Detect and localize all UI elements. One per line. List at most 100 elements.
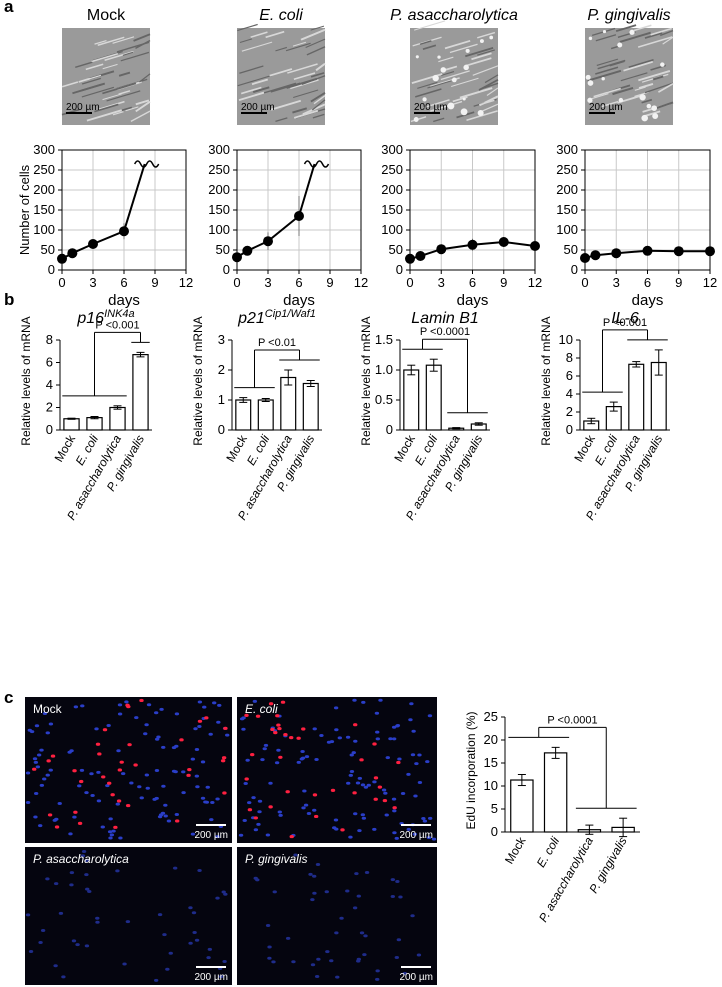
edu-nucleus xyxy=(117,768,123,772)
data-point xyxy=(67,248,78,259)
cell-streak xyxy=(293,89,319,98)
edu-nucleus xyxy=(175,819,180,823)
nucleus xyxy=(357,829,362,833)
fluorescence-bg xyxy=(237,847,437,985)
cell-streak xyxy=(251,78,269,86)
cell-streak xyxy=(427,80,452,89)
cell-streak xyxy=(120,51,150,62)
cell-streak xyxy=(81,86,115,98)
nucleus xyxy=(276,748,281,752)
cell-streak xyxy=(112,111,124,116)
nucleus xyxy=(345,735,351,739)
x-axis-label: days xyxy=(108,292,140,309)
nucleus xyxy=(431,837,437,841)
nucleus xyxy=(174,744,179,748)
edu-nucleus xyxy=(373,776,379,780)
cell-streak xyxy=(440,70,470,81)
nucleus xyxy=(72,815,77,819)
cell-blob xyxy=(479,39,484,44)
nucleus xyxy=(204,800,210,804)
edu-nucleus xyxy=(222,791,227,795)
nucleus xyxy=(334,931,339,935)
nucleus xyxy=(210,800,215,804)
nucleus xyxy=(406,827,411,831)
nucleus xyxy=(209,818,214,822)
y-tick-label: 10 xyxy=(484,778,498,793)
nucleus xyxy=(122,962,127,966)
x-tick-label: 9 xyxy=(500,275,507,290)
nucleus xyxy=(402,971,407,975)
edu-nucleus xyxy=(77,821,83,826)
nucleus xyxy=(200,760,206,764)
nucleus xyxy=(197,725,202,729)
nucleus xyxy=(413,794,418,798)
nucleus xyxy=(357,776,363,780)
cell-blob xyxy=(652,113,659,120)
nucleus xyxy=(383,791,388,795)
nucleus xyxy=(79,768,85,772)
edu-nucleus xyxy=(220,759,226,763)
data-point xyxy=(436,244,447,255)
edu-nucleus xyxy=(280,700,286,704)
edu-nucleus xyxy=(119,760,124,764)
cell-streak xyxy=(275,46,288,52)
error-bar xyxy=(113,405,122,410)
nucleus xyxy=(306,812,312,816)
cell-blob xyxy=(422,97,427,102)
cell-streak xyxy=(612,87,634,96)
nucleus xyxy=(268,781,273,785)
y-tick-label: 1.5 xyxy=(375,332,393,347)
nucleus xyxy=(291,960,296,964)
nucleus xyxy=(243,781,248,785)
nucleus xyxy=(139,796,144,800)
y-tick-label: 6 xyxy=(46,355,53,370)
cell-blob xyxy=(646,103,652,109)
y-tick-label: 300 xyxy=(208,142,230,157)
break-line xyxy=(298,163,316,217)
nucleus xyxy=(159,707,164,711)
nucleus xyxy=(181,791,186,795)
cell-blob xyxy=(629,29,635,35)
cell-streak xyxy=(459,87,493,99)
y-tick-label: 0.5 xyxy=(375,392,393,407)
nucleus xyxy=(417,780,423,784)
nucleus xyxy=(120,772,126,776)
data-line xyxy=(61,230,125,260)
nucleus xyxy=(293,853,298,857)
y-tick-label: 4 xyxy=(46,377,53,392)
cell-streak xyxy=(61,81,79,88)
nucleus xyxy=(80,854,86,858)
nucleus xyxy=(361,816,367,820)
chart-title-main: p21 xyxy=(237,310,265,327)
nucleus xyxy=(84,873,89,877)
edu-nucleus xyxy=(127,743,132,747)
y-tick-label: 250 xyxy=(556,162,578,177)
nucleus xyxy=(53,964,58,968)
nucleus xyxy=(69,749,74,753)
nucleus xyxy=(115,802,120,806)
nucleus xyxy=(153,978,159,982)
y-tick-label: 5 xyxy=(491,801,498,816)
cell-blob xyxy=(588,36,593,41)
nucleus xyxy=(304,755,310,759)
cell-streak xyxy=(275,117,288,123)
y-tick-label: 20 xyxy=(484,732,498,747)
nucleus xyxy=(285,936,291,940)
cell-streak xyxy=(599,100,619,108)
nucleus xyxy=(69,871,75,875)
edu-nucleus xyxy=(278,755,283,759)
nucleus xyxy=(111,829,116,833)
cell-streak xyxy=(237,23,258,32)
nucleus xyxy=(156,735,161,739)
cell-streak xyxy=(85,63,104,71)
nucleus xyxy=(311,874,317,878)
cell-streak xyxy=(97,36,125,47)
nucleus xyxy=(36,753,42,757)
cell-streak xyxy=(433,117,445,123)
cell-streak xyxy=(444,39,471,50)
error-bar xyxy=(474,422,483,426)
nucleus xyxy=(84,859,89,863)
x-tick-label: 12 xyxy=(354,275,368,290)
cell-blob xyxy=(660,62,665,67)
y-tick-label: 25 xyxy=(484,709,498,724)
